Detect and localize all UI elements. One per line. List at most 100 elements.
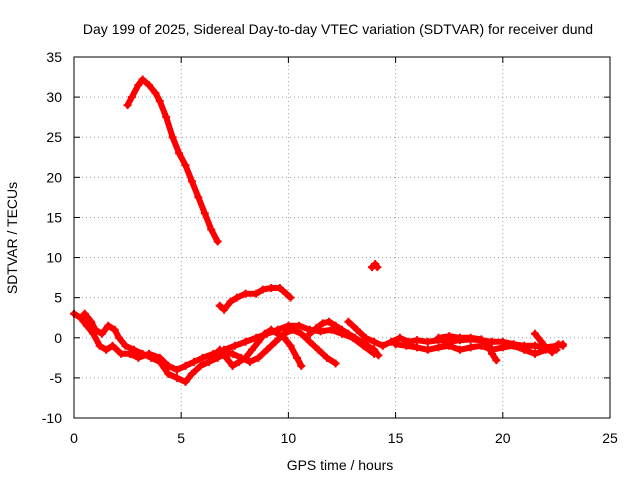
data-point (134, 81, 143, 90)
data-point (353, 325, 362, 334)
data-point (498, 343, 507, 352)
data-point (168, 133, 177, 142)
data-point (327, 325, 336, 334)
y-tick-label: 15 (46, 209, 62, 225)
data-point (338, 325, 346, 334)
data-point (423, 345, 432, 354)
series-arc-base-8 (530, 329, 567, 357)
data-point (190, 357, 199, 366)
data-point (558, 341, 567, 350)
data-point (115, 333, 124, 342)
data-point (370, 345, 379, 354)
data-point (260, 329, 269, 338)
x-tick-label: 10 (281, 430, 297, 446)
series-arc-base-4 (305, 317, 383, 360)
data-point (245, 357, 254, 366)
data-point (258, 285, 267, 294)
data-point (434, 333, 443, 342)
data-point (286, 341, 295, 350)
data-point (213, 353, 222, 362)
data-point (267, 325, 276, 334)
data-point (80, 309, 89, 318)
data-point (241, 337, 250, 346)
data-point (76, 313, 85, 322)
data-point (155, 97, 164, 106)
data-point (230, 341, 239, 350)
data-point (292, 353, 301, 362)
data-point (344, 317, 353, 326)
data-point (172, 373, 181, 382)
data-point (370, 337, 379, 346)
y-tick-label: 10 (46, 250, 62, 266)
data-point (541, 343, 550, 352)
data-point (164, 369, 173, 378)
data-point (162, 113, 171, 122)
data-point (147, 353, 156, 362)
data-point (363, 341, 372, 350)
data-point (361, 333, 370, 342)
data-point (350, 333, 359, 342)
data-point (434, 343, 443, 352)
data-point (284, 321, 293, 330)
data-point (121, 341, 130, 350)
data-point (344, 329, 353, 338)
x-tick-label: 5 (177, 430, 185, 446)
series-arc-high (123, 75, 222, 246)
x-tick-label: 15 (388, 430, 404, 446)
series-arc-base-6 (391, 340, 561, 358)
data-point (91, 325, 100, 334)
data-point (286, 293, 295, 302)
data-point (108, 341, 117, 350)
series-arc-base-2 (80, 309, 340, 386)
data-point (445, 332, 454, 341)
y-tick-label: 25 (46, 129, 62, 145)
data-point (374, 351, 383, 360)
plot-frame (73, 56, 611, 419)
data-point (530, 349, 539, 358)
data-point (483, 341, 492, 350)
grid-lines (74, 57, 610, 418)
data-point (262, 345, 271, 354)
y-tick-label: -5 (50, 370, 63, 386)
data-point (215, 301, 224, 310)
data-point (466, 343, 475, 352)
data-point (181, 377, 190, 386)
data-point (318, 319, 327, 328)
data-point (95, 341, 104, 350)
data-point (102, 345, 111, 354)
series-arc-mid (215, 284, 295, 314)
data-point (554, 340, 563, 349)
y-tick-label: 20 (46, 169, 62, 185)
data-point (288, 325, 297, 334)
series-arc-isolated (368, 259, 382, 272)
data-point (125, 349, 134, 358)
data-point (196, 361, 205, 370)
y-tick-label: 0 (54, 330, 62, 346)
data-point (445, 341, 454, 350)
x-tick-label: 25 (602, 430, 618, 446)
data-point (413, 336, 422, 345)
x-axis-label: GPS time / hours (287, 457, 394, 473)
data-point (241, 289, 250, 298)
data-point (305, 329, 314, 338)
data-point (537, 337, 546, 346)
data-point (213, 237, 222, 246)
data-point (466, 333, 475, 342)
data-point (232, 293, 241, 302)
data-point (455, 345, 464, 354)
data-point (226, 297, 235, 306)
data-point (104, 321, 113, 330)
data-point (488, 337, 497, 346)
data-point (271, 337, 280, 346)
data-point (520, 345, 529, 354)
data-point (297, 361, 306, 370)
data-point (222, 353, 231, 362)
data-point (488, 349, 497, 358)
data-point (530, 329, 539, 338)
data-point (373, 263, 382, 272)
y-tick-label: 5 (54, 290, 62, 306)
data-point (138, 349, 147, 358)
y-tick-label: 30 (46, 89, 62, 105)
data-point (492, 356, 501, 365)
